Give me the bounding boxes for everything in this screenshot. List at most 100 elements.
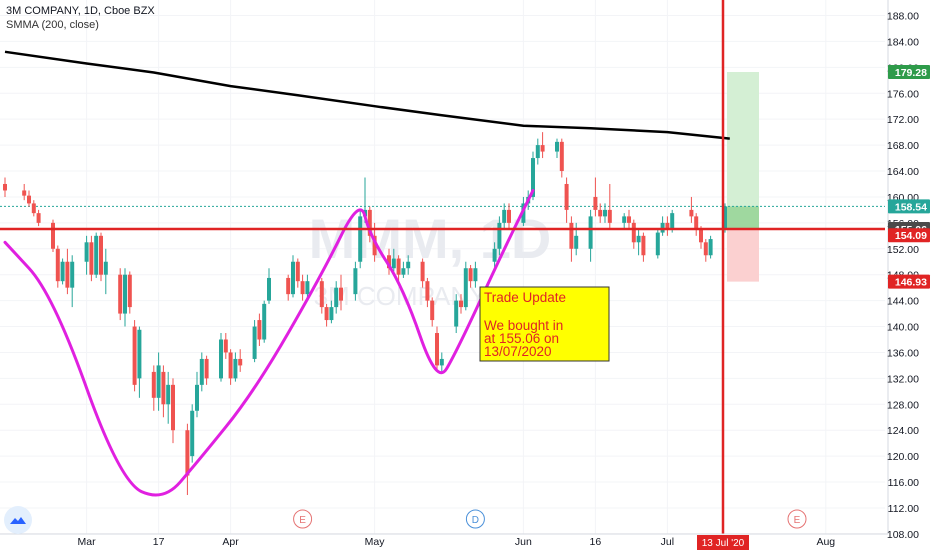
trade-zones[interactable]: [0, 72, 885, 282]
candle-body: [353, 268, 358, 295]
event-badge-label: E: [299, 515, 306, 526]
candle-body: [31, 203, 36, 214]
candle: [324, 303, 329, 327]
candle: [204, 355, 209, 385]
candle-body: [22, 190, 27, 196]
y-tick-label: 144.00: [887, 296, 919, 308]
x-tick-label: Apr: [222, 536, 239, 548]
smma-line: [4, 50, 730, 140]
candle: [267, 268, 271, 304]
candle: [89, 235, 94, 282]
candle: [507, 203, 511, 230]
tradingview-logo-icon[interactable]: [4, 506, 32, 534]
candle: [569, 216, 574, 262]
candle: [655, 229, 660, 259]
candle-body: [233, 358, 238, 379]
y-tick-label: 132.00: [887, 373, 919, 385]
candle: [420, 258, 425, 288]
candle: [641, 232, 646, 262]
candle: [435, 326, 439, 372]
candle-body: [555, 141, 559, 152]
symbol-title: 3M COMPANY, 1D, Cboe BZX: [6, 5, 155, 17]
candle-body: [665, 222, 670, 230]
candle: [3, 177, 7, 197]
candle: [118, 268, 123, 321]
y-tick-label: 164.00: [887, 166, 919, 178]
y-tick-label: 172.00: [887, 114, 919, 126]
candle: [161, 365, 166, 418]
price-label-text: 154.09: [895, 230, 927, 242]
candle: [430, 297, 435, 327]
candle-body: [358, 216, 363, 262]
candle: [367, 206, 372, 243]
y-tick-label: 128.00: [887, 399, 919, 411]
candle-body: [190, 410, 195, 457]
candle-body: [502, 209, 507, 223]
candle-body: [166, 384, 171, 405]
x-tick-label: Aug: [816, 536, 835, 548]
candle: [233, 352, 238, 382]
loss-zone: [727, 228, 759, 282]
trade-update-note[interactable]: Trade Update We bought in at 155.06 on 1…: [479, 286, 610, 362]
candle-body: [267, 277, 271, 301]
candle: [99, 232, 103, 282]
candle-body: [468, 268, 473, 282]
candle-body: [291, 261, 295, 295]
candle: [329, 300, 334, 324]
price-label-text: 146.93: [895, 277, 927, 289]
candle-body: [420, 261, 425, 282]
candle-body: [574, 235, 579, 249]
candle-body: [84, 242, 89, 262]
event-badge-label: E: [794, 515, 801, 526]
y-tick-label: 168.00: [887, 140, 919, 152]
x-tick-label: May: [365, 536, 386, 548]
candle: [127, 271, 132, 314]
candle-body: [228, 352, 233, 379]
price-label-box: [888, 199, 930, 214]
candle-body: [262, 303, 267, 340]
candle: [151, 365, 156, 411]
event-badge[interactable]: D: [465, 509, 485, 529]
candle: [199, 352, 204, 392]
candle-body: [372, 235, 377, 256]
candle-body: [70, 261, 75, 288]
candle: [564, 177, 569, 223]
candle: [137, 326, 142, 398]
price-label: 158.54: [888, 199, 930, 214]
candle-body: [334, 287, 339, 308]
price-label: 154.09: [888, 228, 930, 243]
candle: [358, 209, 363, 269]
candle-body: [430, 300, 435, 321]
event-badge[interactable]: E: [787, 509, 807, 529]
candle-body: [252, 326, 257, 359]
candle-body: [588, 216, 593, 249]
candle: [660, 216, 665, 236]
candle: [334, 281, 339, 314]
candle: [185, 423, 190, 496]
candle-body: [171, 384, 175, 431]
candle-body: [425, 281, 430, 301]
candle: [286, 274, 291, 301]
event-badge-label: D: [472, 515, 479, 526]
y-tick-label: 188.00: [887, 11, 919, 23]
candle-body: [593, 196, 598, 210]
note-line-1: We bought in: [484, 318, 563, 333]
candle-body: [439, 358, 444, 366]
candle: [622, 213, 627, 230]
candle-body: [55, 248, 60, 282]
candle-body: [65, 261, 70, 288]
event-badge[interactable]: E: [293, 509, 313, 529]
candle-body: [151, 371, 156, 398]
date-vertical-line[interactable]: 13 Jul '20: [697, 0, 749, 550]
price-label: 146.93: [888, 274, 930, 289]
candle: [51, 219, 55, 253]
candle: [665, 216, 670, 236]
pattern-drawing[interactable]: [3, 188, 535, 497]
candle-body: [435, 333, 439, 366]
candle-body: [156, 365, 161, 398]
candle-body: [324, 307, 329, 321]
candle-body: [607, 209, 612, 223]
candle: [84, 235, 89, 275]
